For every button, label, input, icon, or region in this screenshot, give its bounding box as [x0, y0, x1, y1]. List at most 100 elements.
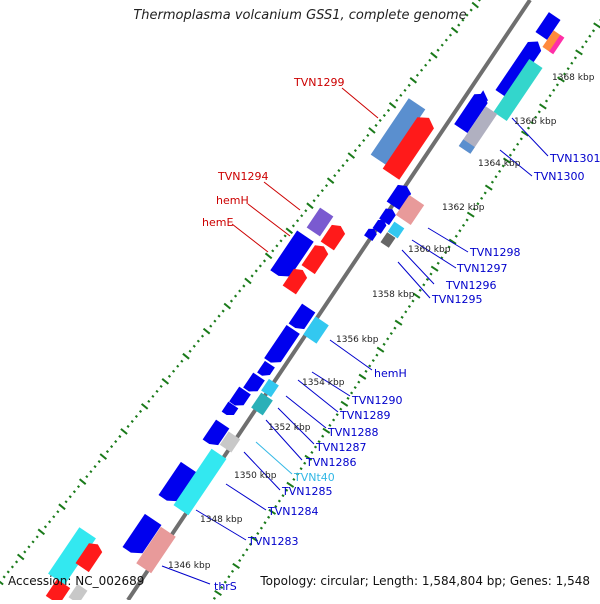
- track-tick: [412, 300, 414, 301]
- track-tick: [74, 491, 76, 493]
- accession-text: Accession: NC_002689: [8, 574, 144, 588]
- track-tick: [485, 185, 492, 190]
- track-tick: [423, 284, 425, 285]
- leader-line: [342, 88, 378, 118]
- track-tick: [445, 39, 447, 41]
- track-tick: [36, 536, 38, 538]
- kbp-label: 1360 kbp: [408, 245, 451, 255]
- track-tick: [90, 471, 92, 473]
- track-tick: [363, 140, 365, 142]
- cds-arrow: [264, 325, 300, 367]
- track-tick: [431, 266, 438, 271]
- track-tick: [284, 235, 286, 237]
- track-tick: [169, 376, 171, 378]
- leader-line: [226, 484, 266, 510]
- gene-label-tvn1298: TVN1298: [469, 246, 520, 259]
- track-tick: [342, 165, 344, 167]
- track-tick: [367, 135, 369, 137]
- kbp-label: 1352 kbp: [268, 423, 311, 433]
- track-tick: [242, 555, 244, 556]
- track-tick: [328, 178, 334, 183]
- track-tick: [305, 210, 307, 212]
- track-tick: [152, 396, 154, 398]
- track-tick: [355, 150, 357, 152]
- track-tick: [80, 479, 86, 484]
- track-tick: [0, 580, 3, 585]
- track-tick: [94, 466, 96, 468]
- track-tick: [162, 379, 168, 384]
- leader-line: [402, 250, 434, 284]
- track-tick: [148, 401, 150, 403]
- track-tick: [142, 404, 148, 409]
- track-tick: [307, 203, 313, 208]
- track-tick: [38, 529, 44, 534]
- topology-text: Topology: circular; Length: 1,584,804 bp…: [260, 574, 590, 588]
- track-tick: [119, 436, 121, 438]
- track-tick: [574, 57, 576, 58]
- kbp-label: 1364 kbp: [478, 159, 521, 169]
- track-tick: [359, 375, 366, 380]
- track-tick: [272, 250, 274, 252]
- kbp-label: 1348 kbp: [200, 515, 243, 525]
- track-tick: [317, 195, 319, 197]
- track-tick: [336, 414, 338, 415]
- track-tick: [369, 128, 375, 133]
- track-tick: [127, 426, 129, 428]
- track-tick: [467, 212, 474, 216]
- track-tick: [546, 100, 548, 101]
- track-tick: [193, 345, 195, 347]
- track-tick: [582, 46, 584, 47]
- track-tick: [12, 566, 14, 568]
- track-tick: [425, 65, 427, 67]
- track-tick: [53, 516, 55, 518]
- page-title: Thermoplasma volcanium GSS1, complete ge…: [0, 8, 600, 23]
- track-tick: [213, 598, 215, 599]
- gene-label-tvn1300: TVN1300: [533, 170, 584, 183]
- kbp-label: 1356 kbp: [336, 335, 379, 345]
- track-tick: [479, 0, 481, 1]
- track-tick: [210, 325, 212, 327]
- track-tick: [341, 402, 348, 406]
- gene-label-tvn1289: TVN1289: [339, 409, 390, 422]
- track-tick: [585, 41, 587, 42]
- track-tick: [429, 60, 431, 62]
- track-tick: [243, 285, 245, 287]
- track-tick: [553, 90, 555, 91]
- track-tick: [214, 320, 216, 322]
- track-tick: [540, 104, 547, 109]
- leader-line: [264, 182, 300, 210]
- track-tick: [426, 279, 428, 280]
- track-tick: [45, 526, 47, 528]
- track-tick: [115, 441, 117, 443]
- track-tick: [326, 185, 328, 187]
- track-tick: [466, 219, 468, 220]
- kbp-label: 1368 kbp: [552, 73, 595, 83]
- track-tick: [204, 329, 210, 334]
- track-tick: [452, 28, 458, 33]
- track-tick: [358, 382, 360, 383]
- track-tick: [459, 230, 461, 231]
- track-tick: [246, 549, 248, 550]
- track-tick: [338, 170, 340, 172]
- track-tick: [491, 182, 493, 183]
- track-tick: [300, 468, 302, 469]
- kbp-label: 1366 kbp: [514, 117, 557, 127]
- track-tick: [280, 240, 282, 242]
- track-tick: [24, 551, 26, 553]
- track-tick: [235, 295, 237, 297]
- gene-label-tvn1301: TVN1301: [549, 152, 600, 165]
- track-tick: [390, 333, 392, 334]
- gene-label-heme: hemE: [202, 216, 233, 229]
- track-tick: [301, 215, 303, 217]
- track-tick: [239, 560, 241, 561]
- track-tick: [98, 461, 100, 463]
- track-tick: [197, 340, 199, 342]
- track-tick: [450, 34, 452, 36]
- gene-label-tvn1284: TVN1284: [267, 505, 318, 518]
- track-tick: [251, 275, 253, 277]
- track-tick: [78, 486, 80, 488]
- track-tick: [156, 391, 158, 393]
- track-tick: [538, 111, 540, 112]
